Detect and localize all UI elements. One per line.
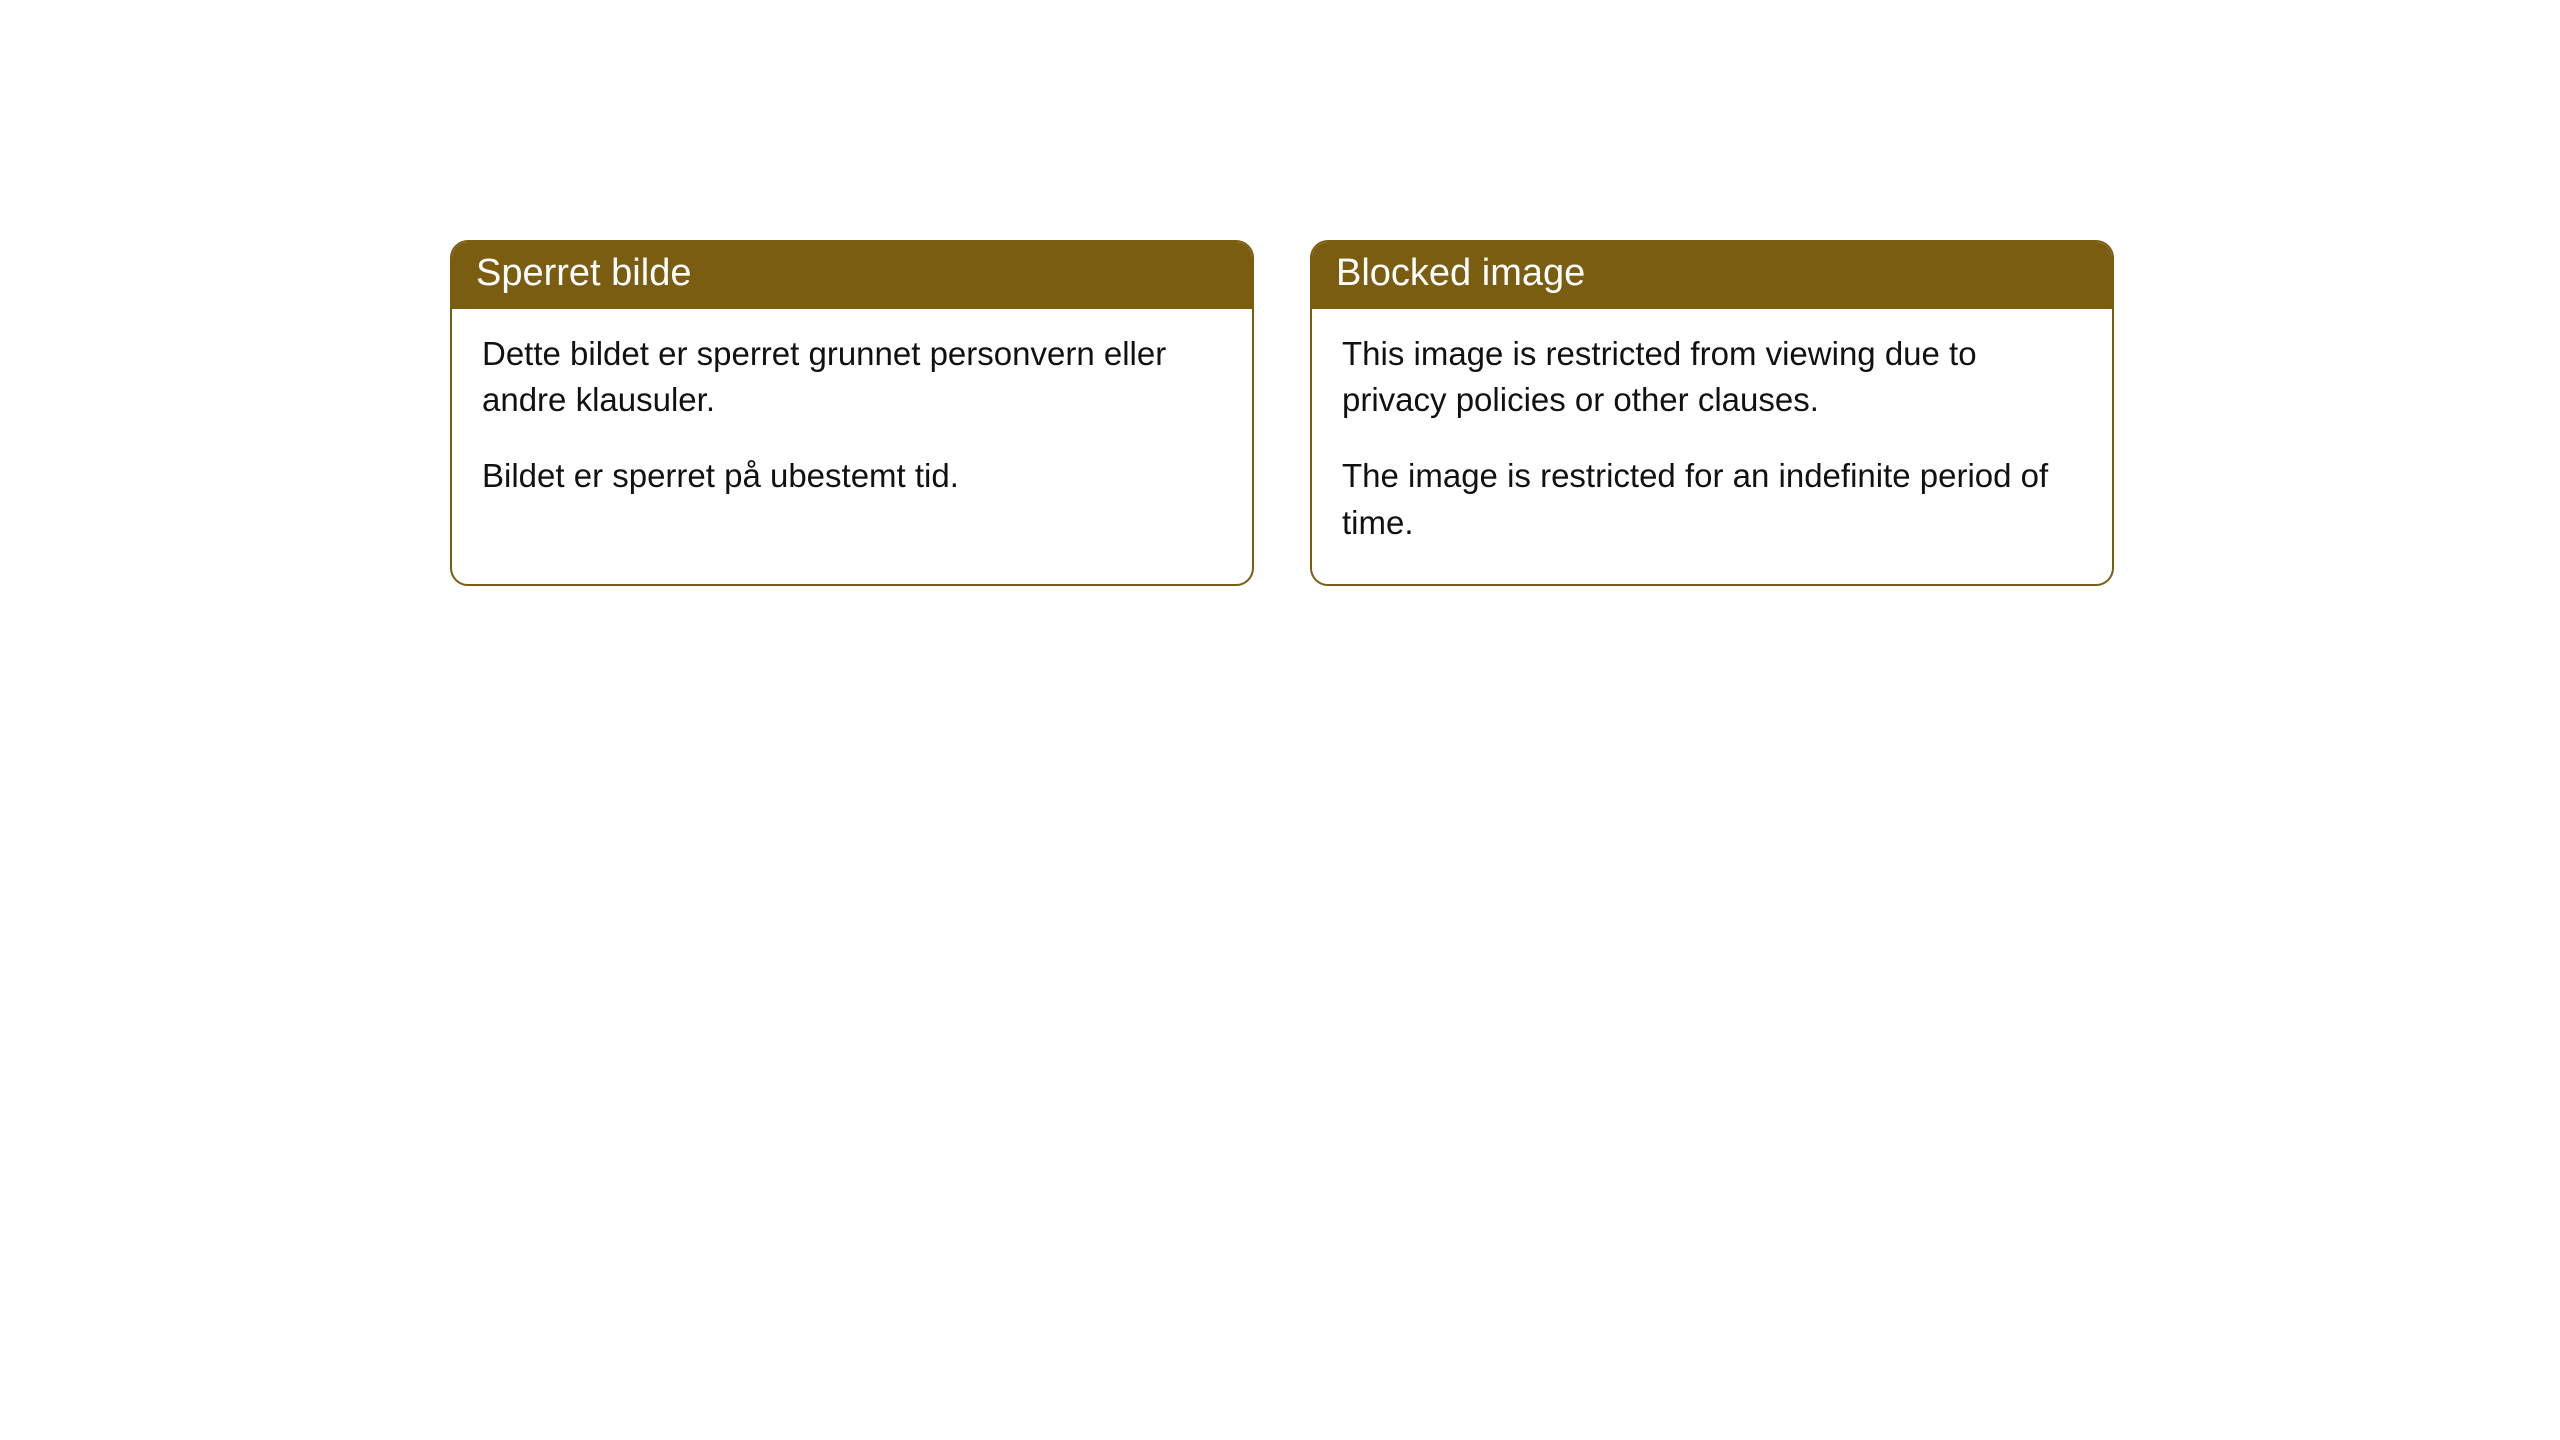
notice-paragraph: This image is restricted from viewing du… xyxy=(1342,331,2082,423)
card-header: Blocked image xyxy=(1312,242,2112,309)
card-body: This image is restricted from viewing du… xyxy=(1312,309,2112,584)
notice-container: Sperret bilde Dette bildet er sperret gr… xyxy=(0,0,2560,586)
notice-paragraph: Dette bildet er sperret grunnet personve… xyxy=(482,331,1222,423)
notice-card-norwegian: Sperret bilde Dette bildet er sperret gr… xyxy=(450,240,1254,586)
card-body: Dette bildet er sperret grunnet personve… xyxy=(452,309,1252,538)
notice-card-english: Blocked image This image is restricted f… xyxy=(1310,240,2114,586)
notice-paragraph: Bildet er sperret på ubestemt tid. xyxy=(482,453,1222,499)
notice-paragraph: The image is restricted for an indefinit… xyxy=(1342,453,2082,545)
card-header: Sperret bilde xyxy=(452,242,1252,309)
